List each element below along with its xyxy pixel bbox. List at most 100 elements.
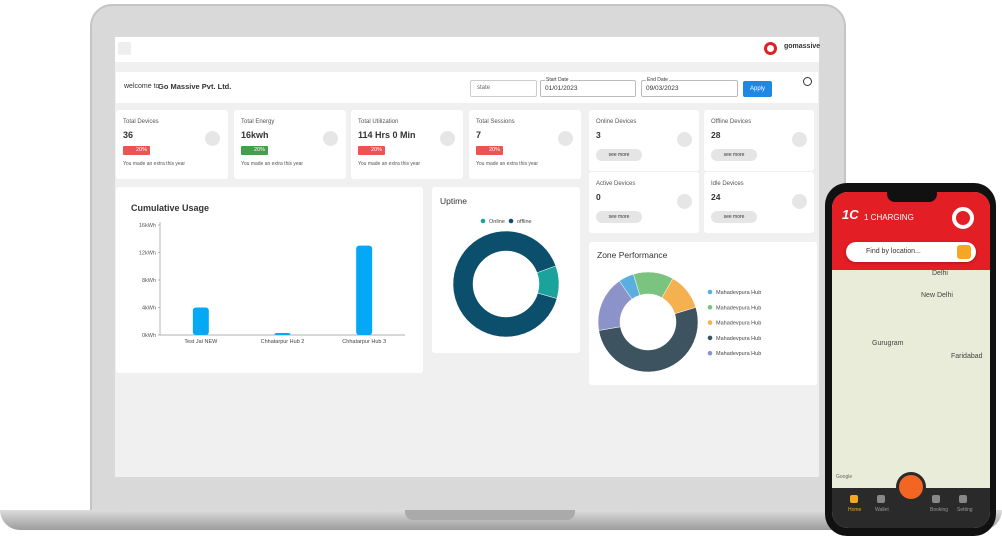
nav-label: Booking bbox=[930, 507, 949, 513]
laptop-base bbox=[0, 510, 1002, 530]
stat-icon bbox=[205, 131, 220, 146]
stat-note: You made an extra this year bbox=[241, 161, 304, 167]
legend-label: Mahadevpura Hub bbox=[716, 321, 761, 327]
stat-value: 114 Hrs 0 Min bbox=[358, 130, 416, 140]
legend-dot bbox=[707, 305, 713, 310]
phone-screen bbox=[832, 192, 990, 528]
donut-slice bbox=[597, 280, 633, 331]
stat-icon bbox=[558, 131, 573, 146]
end-date-value: 09/03/2023 bbox=[646, 85, 679, 92]
filter-button[interactable] bbox=[957, 245, 971, 259]
see-more-button[interactable]: see more bbox=[711, 211, 757, 223]
stat-change: 20% bbox=[476, 146, 503, 155]
legend-dot bbox=[480, 218, 486, 224]
device-label: Active Devices bbox=[596, 181, 636, 187]
device-icon bbox=[677, 132, 692, 147]
y-tick-label: 0kWh bbox=[142, 333, 156, 339]
stat-label: Total Devices bbox=[123, 119, 159, 125]
x-tick-label: Test Jai NEW bbox=[184, 339, 218, 345]
see-more-button[interactable]: see more bbox=[596, 211, 642, 223]
y-tick-label: 8kWh bbox=[142, 278, 156, 284]
map-label: Faridabad bbox=[951, 353, 983, 360]
nav-label: Wallet bbox=[875, 507, 889, 513]
stat-change: 20% bbox=[123, 146, 150, 155]
apply-button[interactable]: Apply bbox=[743, 81, 772, 97]
legend-label: Mahadevpura Hub bbox=[716, 351, 761, 357]
map-label: New Delhi bbox=[921, 292, 953, 299]
stat-label: Total Sessions bbox=[476, 119, 515, 125]
stat-value: 36 bbox=[123, 130, 134, 140]
state-text: state bbox=[477, 85, 491, 91]
stat-change: 20% bbox=[358, 146, 385, 155]
stat-value: 7 bbox=[476, 130, 482, 140]
x-tick-label: Chhatarpur Hub 2 bbox=[261, 339, 305, 345]
map-label: Delhi bbox=[932, 270, 948, 277]
chart-title: Zone Performance bbox=[597, 250, 668, 260]
legend-dot bbox=[508, 218, 514, 224]
device-value: 3 bbox=[596, 130, 601, 140]
y-tick-label: 16kWh bbox=[139, 223, 156, 229]
welcome-text: welcome to bbox=[124, 83, 160, 90]
bar bbox=[356, 245, 373, 335]
nav-label: Home bbox=[848, 507, 862, 513]
legend-dot bbox=[707, 320, 713, 325]
legend-dot bbox=[707, 350, 713, 356]
y-tick-label: 4kWh bbox=[142, 306, 156, 312]
end-date-field[interactable] bbox=[641, 80, 738, 97]
see-more-button[interactable]: see more bbox=[711, 149, 757, 161]
stat-note: You made an extra this year bbox=[123, 161, 186, 167]
info-icon[interactable] bbox=[803, 77, 812, 86]
stat-note: You made an extra this year bbox=[358, 161, 421, 167]
see-more-button[interactable]: see more bbox=[596, 149, 642, 161]
phone-logo-ring bbox=[952, 207, 974, 229]
stat-change: 20% bbox=[241, 146, 268, 155]
center-button[interactable] bbox=[896, 472, 926, 502]
bar bbox=[192, 307, 209, 335]
stat-label: Total Energy bbox=[241, 119, 275, 125]
legend-label: Mahadevpura Hub bbox=[716, 305, 761, 311]
device-label: Online Devices bbox=[596, 119, 637, 125]
phone-brand: 1 CHARGING bbox=[864, 213, 914, 222]
stat-value: 16kwh bbox=[241, 130, 269, 140]
menu-button[interactable] bbox=[118, 42, 131, 55]
nav-icon[interactable] bbox=[877, 495, 885, 503]
device-icon bbox=[677, 194, 692, 209]
x-tick-label: Chhatarpur Hub 3 bbox=[342, 339, 386, 345]
laptop-notch bbox=[405, 510, 575, 520]
donut-slice bbox=[598, 307, 699, 373]
device-label: Offline Devices bbox=[711, 119, 752, 125]
stat-label: Total Utilization bbox=[358, 119, 399, 125]
device-icon bbox=[792, 194, 807, 209]
chart-title: Cumulative Usage bbox=[131, 203, 210, 213]
donut-slice bbox=[452, 230, 558, 338]
y-tick-label: 12kWh bbox=[139, 251, 156, 257]
device-value: 24 bbox=[711, 192, 721, 202]
nav-label: Setting bbox=[957, 507, 973, 513]
company-name: Go Massive Pvt. Ltd. bbox=[158, 82, 232, 91]
stat-icon bbox=[440, 131, 455, 146]
search-bar[interactable] bbox=[846, 242, 976, 262]
legend-dot bbox=[707, 335, 713, 341]
phone-notch bbox=[887, 192, 937, 202]
legend-label: Mahadevpura Hub bbox=[716, 290, 761, 296]
nav-icon[interactable] bbox=[932, 495, 940, 503]
map-credit: Google bbox=[836, 474, 853, 480]
top-bar bbox=[115, 37, 819, 62]
device-value: 0 bbox=[596, 192, 601, 202]
stat-icon bbox=[323, 131, 338, 146]
legend-label: Mahadevpura Hub bbox=[716, 336, 761, 342]
brand-name: gomassive bbox=[784, 43, 821, 50]
stat-note: You made an extra this year bbox=[476, 161, 539, 167]
legend-label: Online bbox=[489, 219, 505, 225]
legend-dot bbox=[707, 289, 713, 295]
device-value: 28 bbox=[711, 130, 721, 140]
bar bbox=[274, 332, 291, 335]
start-date-value: 01/01/2023 bbox=[545, 85, 578, 92]
nav-icon[interactable] bbox=[850, 495, 858, 503]
end-date-label: End Date bbox=[646, 77, 669, 83]
start-date-field[interactable] bbox=[540, 80, 636, 97]
state-select[interactable] bbox=[470, 80, 537, 97]
nav-icon[interactable] bbox=[959, 495, 967, 503]
